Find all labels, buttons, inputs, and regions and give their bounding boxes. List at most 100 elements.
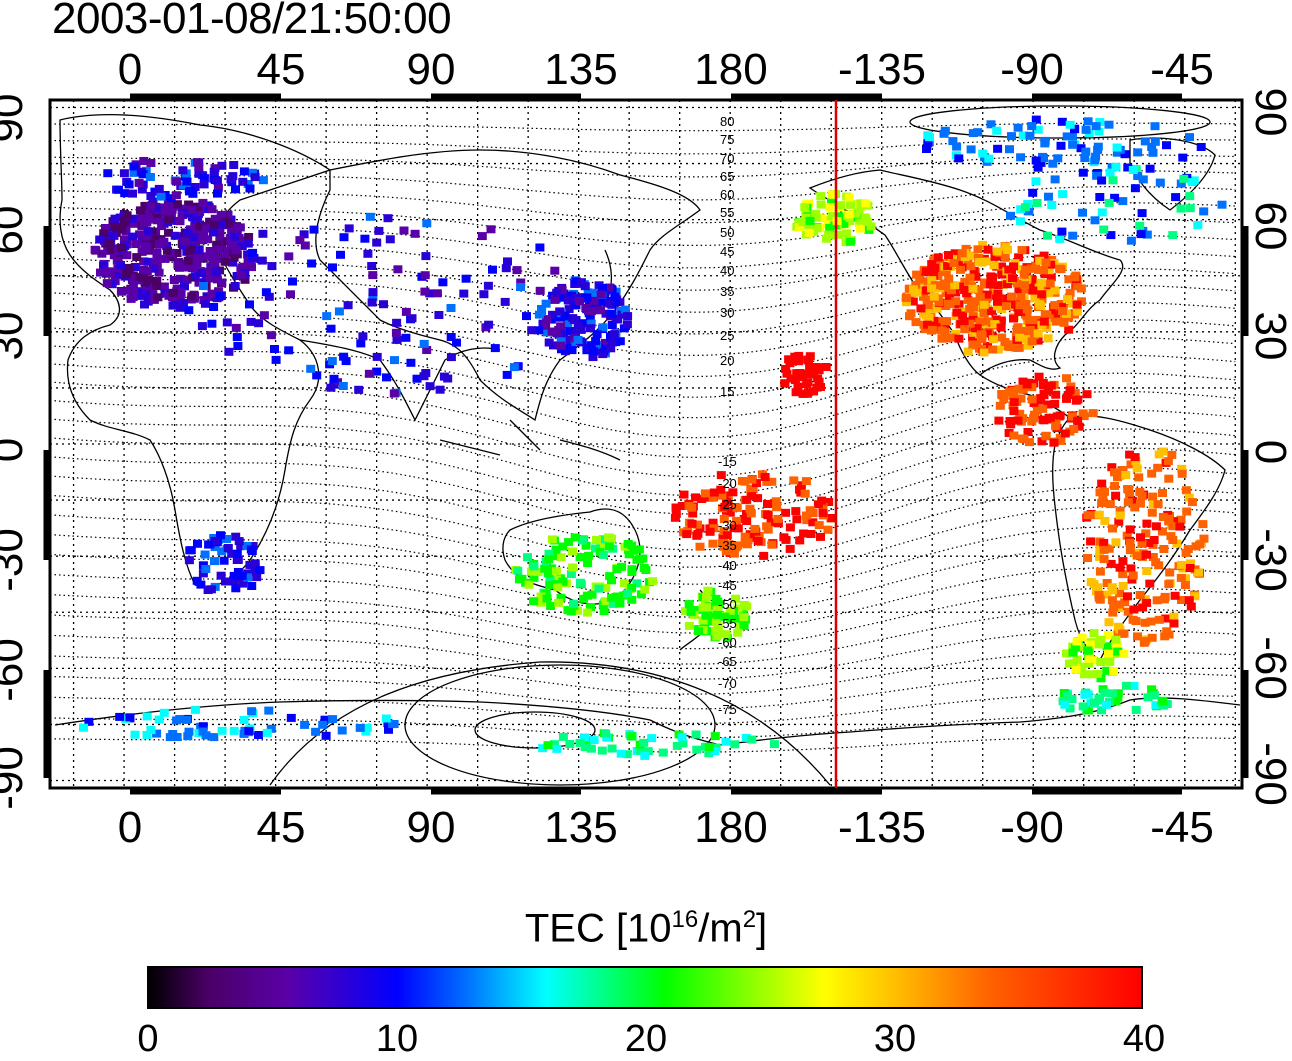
tec-north-america	[958, 311, 968, 320]
tec-europe	[216, 211, 226, 219]
tec-arctic	[1039, 154, 1048, 163]
tec-scandinavia	[190, 183, 200, 191]
tec-north-america	[1009, 262, 1018, 271]
tec-data-points	[79, 115, 1227, 760]
tec-south-america	[1119, 629, 1129, 638]
tec-antarctica-west	[125, 713, 135, 722]
tec-scandinavia	[199, 180, 209, 189]
tec-scandinavia	[129, 168, 139, 177]
tec-south-america	[1147, 633, 1157, 642]
tec-europe	[244, 233, 254, 241]
tec-australia	[607, 576, 616, 585]
tec-southern-africa	[210, 543, 220, 552]
tec-europe	[175, 303, 185, 312]
tec-arctic	[1033, 125, 1043, 134]
tec-new-zealand	[684, 600, 694, 609]
tec-alaska	[833, 230, 843, 239]
tec-arctic	[986, 120, 996, 129]
tec-south-america	[1126, 460, 1136, 469]
tec-south-america	[1154, 615, 1164, 624]
tec-australia	[554, 598, 564, 607]
tec-north-america	[1059, 318, 1069, 327]
tec-north-america	[974, 258, 984, 266]
tec-canada-north	[1032, 199, 1042, 207]
top-lon-label: 180	[694, 45, 768, 94]
tec-canada-north	[1024, 207, 1034, 216]
tec-europe	[164, 215, 174, 224]
tec-europe	[146, 202, 156, 211]
tec-east-asia	[586, 341, 596, 350]
tec-europe	[143, 297, 153, 306]
tec-new-zealand	[739, 613, 749, 622]
tec-north-america	[977, 335, 987, 344]
tec-arctic	[1036, 158, 1046, 167]
tec-south-america	[1115, 471, 1125, 480]
tec-south-america	[1094, 510, 1104, 519]
contour-line	[50, 629, 1236, 680]
tec-alaska	[836, 201, 846, 210]
tec-antarctica-peninsula	[1113, 689, 1123, 698]
tec-north-america	[979, 309, 989, 318]
tec-alaska	[851, 209, 860, 218]
tec-north-america	[957, 249, 967, 258]
colorbar-title: TEC [1016/m2]	[524, 906, 768, 951]
tec-hawaii	[790, 376, 800, 385]
tec-south-america	[1135, 487, 1145, 496]
tec-asia-scattered	[435, 385, 445, 394]
tec-north-america	[1051, 317, 1061, 326]
tec-asia-scattered	[527, 326, 537, 335]
tec-europe	[104, 239, 114, 247]
tec-north-america	[993, 297, 1002, 306]
tec-north-america	[943, 262, 953, 271]
tec-south-america	[1122, 531, 1132, 540]
tec-canada-north	[1097, 176, 1107, 185]
tec-patagonia	[1089, 629, 1099, 638]
tec-australia	[564, 538, 573, 547]
tec-east-asia	[615, 337, 625, 346]
top-lon-label: -90	[1000, 45, 1064, 94]
tec-north-america	[1033, 265, 1043, 274]
tec-europe	[176, 288, 186, 297]
tec-pacific-south	[732, 503, 742, 512]
tec-antarctica-west	[142, 731, 152, 739]
tec-south-america	[1142, 550, 1151, 559]
tec-south-america	[1165, 568, 1175, 577]
tec-asia-scattered	[412, 374, 422, 383]
tec-alaska	[827, 197, 836, 206]
tec-south-america	[1136, 499, 1145, 508]
tec-australia	[577, 536, 587, 545]
tec-australia	[547, 564, 557, 573]
tec-europe	[141, 290, 151, 299]
tec-australia	[541, 589, 551, 598]
tec-patagonia	[1103, 631, 1113, 640]
tec-europe	[231, 246, 241, 255]
tec-pacific-south	[717, 491, 727, 500]
tec-arctic	[1147, 143, 1157, 151]
tec-north-america	[1046, 273, 1056, 282]
tec-asia-scattered	[534, 326, 544, 335]
tec-asia-scattered	[363, 249, 373, 258]
tec-north-america	[1000, 338, 1010, 346]
tec-pacific-south	[760, 473, 770, 481]
tec-europe	[111, 271, 121, 280]
tec-europe	[196, 235, 206, 244]
tec-east-asia	[598, 284, 607, 292]
tec-asia-scattered	[358, 332, 368, 341]
tec-asia-scattered	[379, 300, 388, 309]
tec-south-america	[1195, 540, 1205, 549]
tec-asia-scattered	[341, 357, 351, 366]
tec-antarctica-east	[538, 744, 548, 753]
tec-canada-north	[1015, 217, 1025, 226]
tec-canada-north	[1176, 179, 1186, 188]
tec-canada-north	[1199, 207, 1209, 216]
tec-alaska	[834, 212, 844, 221]
tec-scandinavia	[193, 158, 202, 167]
tec-europe	[180, 237, 190, 246]
tec-southern-africa	[201, 565, 211, 573]
tec-canada-north	[1118, 197, 1128, 206]
tec-north-america	[1065, 288, 1075, 297]
tec-europe	[96, 268, 105, 277]
tec-australia	[540, 564, 550, 573]
tec-europe	[209, 220, 219, 229]
tec-arctic	[1033, 163, 1043, 172]
